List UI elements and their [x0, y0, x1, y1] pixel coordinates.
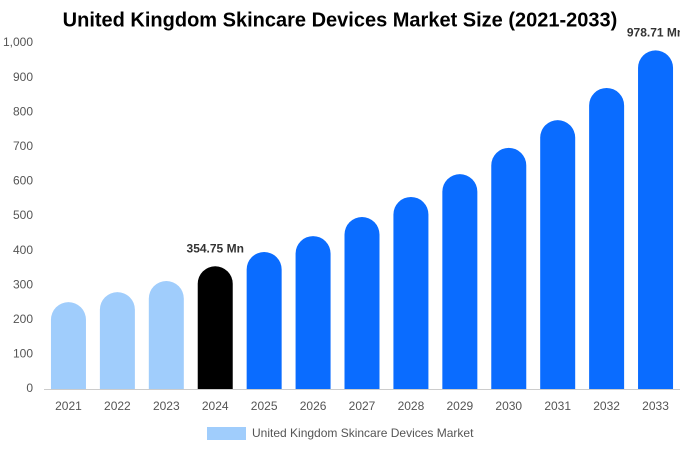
bar — [50, 302, 86, 389]
bar — [540, 120, 576, 389]
x-tick-label: 2033 — [642, 399, 669, 413]
bar — [589, 87, 625, 389]
y-tick-label: 600 — [13, 174, 33, 188]
x-tick-label: 2028 — [398, 399, 425, 413]
x-tick-label: 2029 — [446, 399, 473, 413]
bar — [393, 196, 429, 389]
y-tick-label: 900 — [13, 70, 33, 84]
value-label: 978.71 Mn — [627, 26, 680, 40]
x-tick-label: 2021 — [55, 399, 82, 413]
y-tick-label: 1,000 — [3, 35, 33, 49]
bar — [197, 266, 233, 389]
x-tick-label: 2030 — [495, 399, 522, 413]
bar — [148, 281, 184, 389]
x-tick-label: 2024 — [202, 399, 229, 413]
bar — [442, 174, 478, 389]
chart-title: United Kingdom Skincare Devices Market S… — [63, 9, 618, 31]
x-tick-label: 2026 — [300, 399, 327, 413]
y-tick-label: 700 — [13, 139, 33, 153]
legend-label: United Kingdom Skincare Devices Market — [252, 426, 474, 440]
y-tick-label: 400 — [13, 243, 33, 257]
y-tick-label: 500 — [13, 208, 33, 222]
value-label: 354.75 Mn — [187, 241, 244, 255]
bar — [295, 236, 331, 389]
bar — [246, 251, 282, 389]
y-tick-label: 100 — [13, 347, 33, 361]
bar — [344, 217, 380, 389]
x-tick-label: 2025 — [251, 399, 278, 413]
x-tick-label: 2022 — [104, 399, 131, 413]
legend-swatch — [207, 427, 246, 440]
x-tick-label: 2031 — [544, 399, 571, 413]
x-tick-label: 2032 — [593, 399, 620, 413]
y-tick-label: 300 — [13, 277, 33, 291]
y-tick-label: 0 — [26, 381, 33, 395]
x-tick-label: 2023 — [153, 399, 180, 413]
bar — [99, 292, 135, 389]
bar — [638, 50, 674, 390]
y-tick-label: 200 — [13, 312, 33, 326]
bar — [491, 147, 527, 389]
y-tick-label: 800 — [13, 104, 33, 118]
x-tick-label: 2027 — [349, 399, 376, 413]
